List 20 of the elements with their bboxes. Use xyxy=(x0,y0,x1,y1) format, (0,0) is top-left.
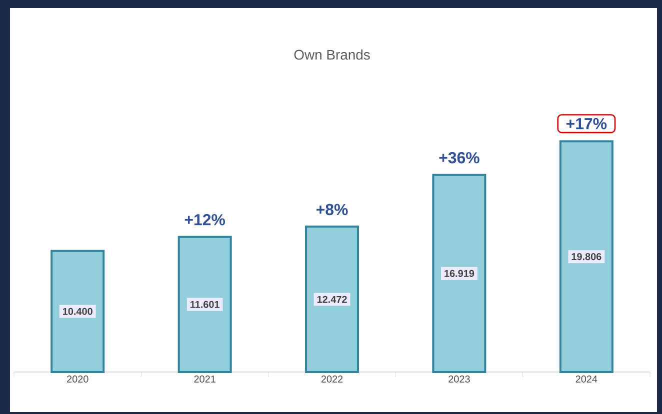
data-label: 16.919 xyxy=(444,270,474,277)
x-tick-label: 2023 xyxy=(448,376,470,383)
data-label: 19.806 xyxy=(572,253,602,260)
bar xyxy=(305,226,360,373)
annotation: +12% xyxy=(184,214,225,226)
annotation: +36% xyxy=(439,152,480,164)
bar xyxy=(50,250,105,373)
bar xyxy=(178,236,232,373)
chart-title: Own Brands xyxy=(294,49,370,60)
bar xyxy=(559,140,614,373)
data-label: 11.601 xyxy=(190,300,220,308)
x-tick-label: 2022 xyxy=(321,376,343,383)
data-label: 12.472 xyxy=(317,296,347,303)
data-label: 10.400 xyxy=(62,308,92,315)
bar xyxy=(432,174,486,373)
x-tick-label: 2021 xyxy=(194,376,216,383)
x-tick-label: 2024 xyxy=(576,376,598,383)
annotation: +17% xyxy=(566,118,607,130)
x-tick-label: 2020 xyxy=(67,376,88,383)
annotation: +8% xyxy=(316,204,348,216)
